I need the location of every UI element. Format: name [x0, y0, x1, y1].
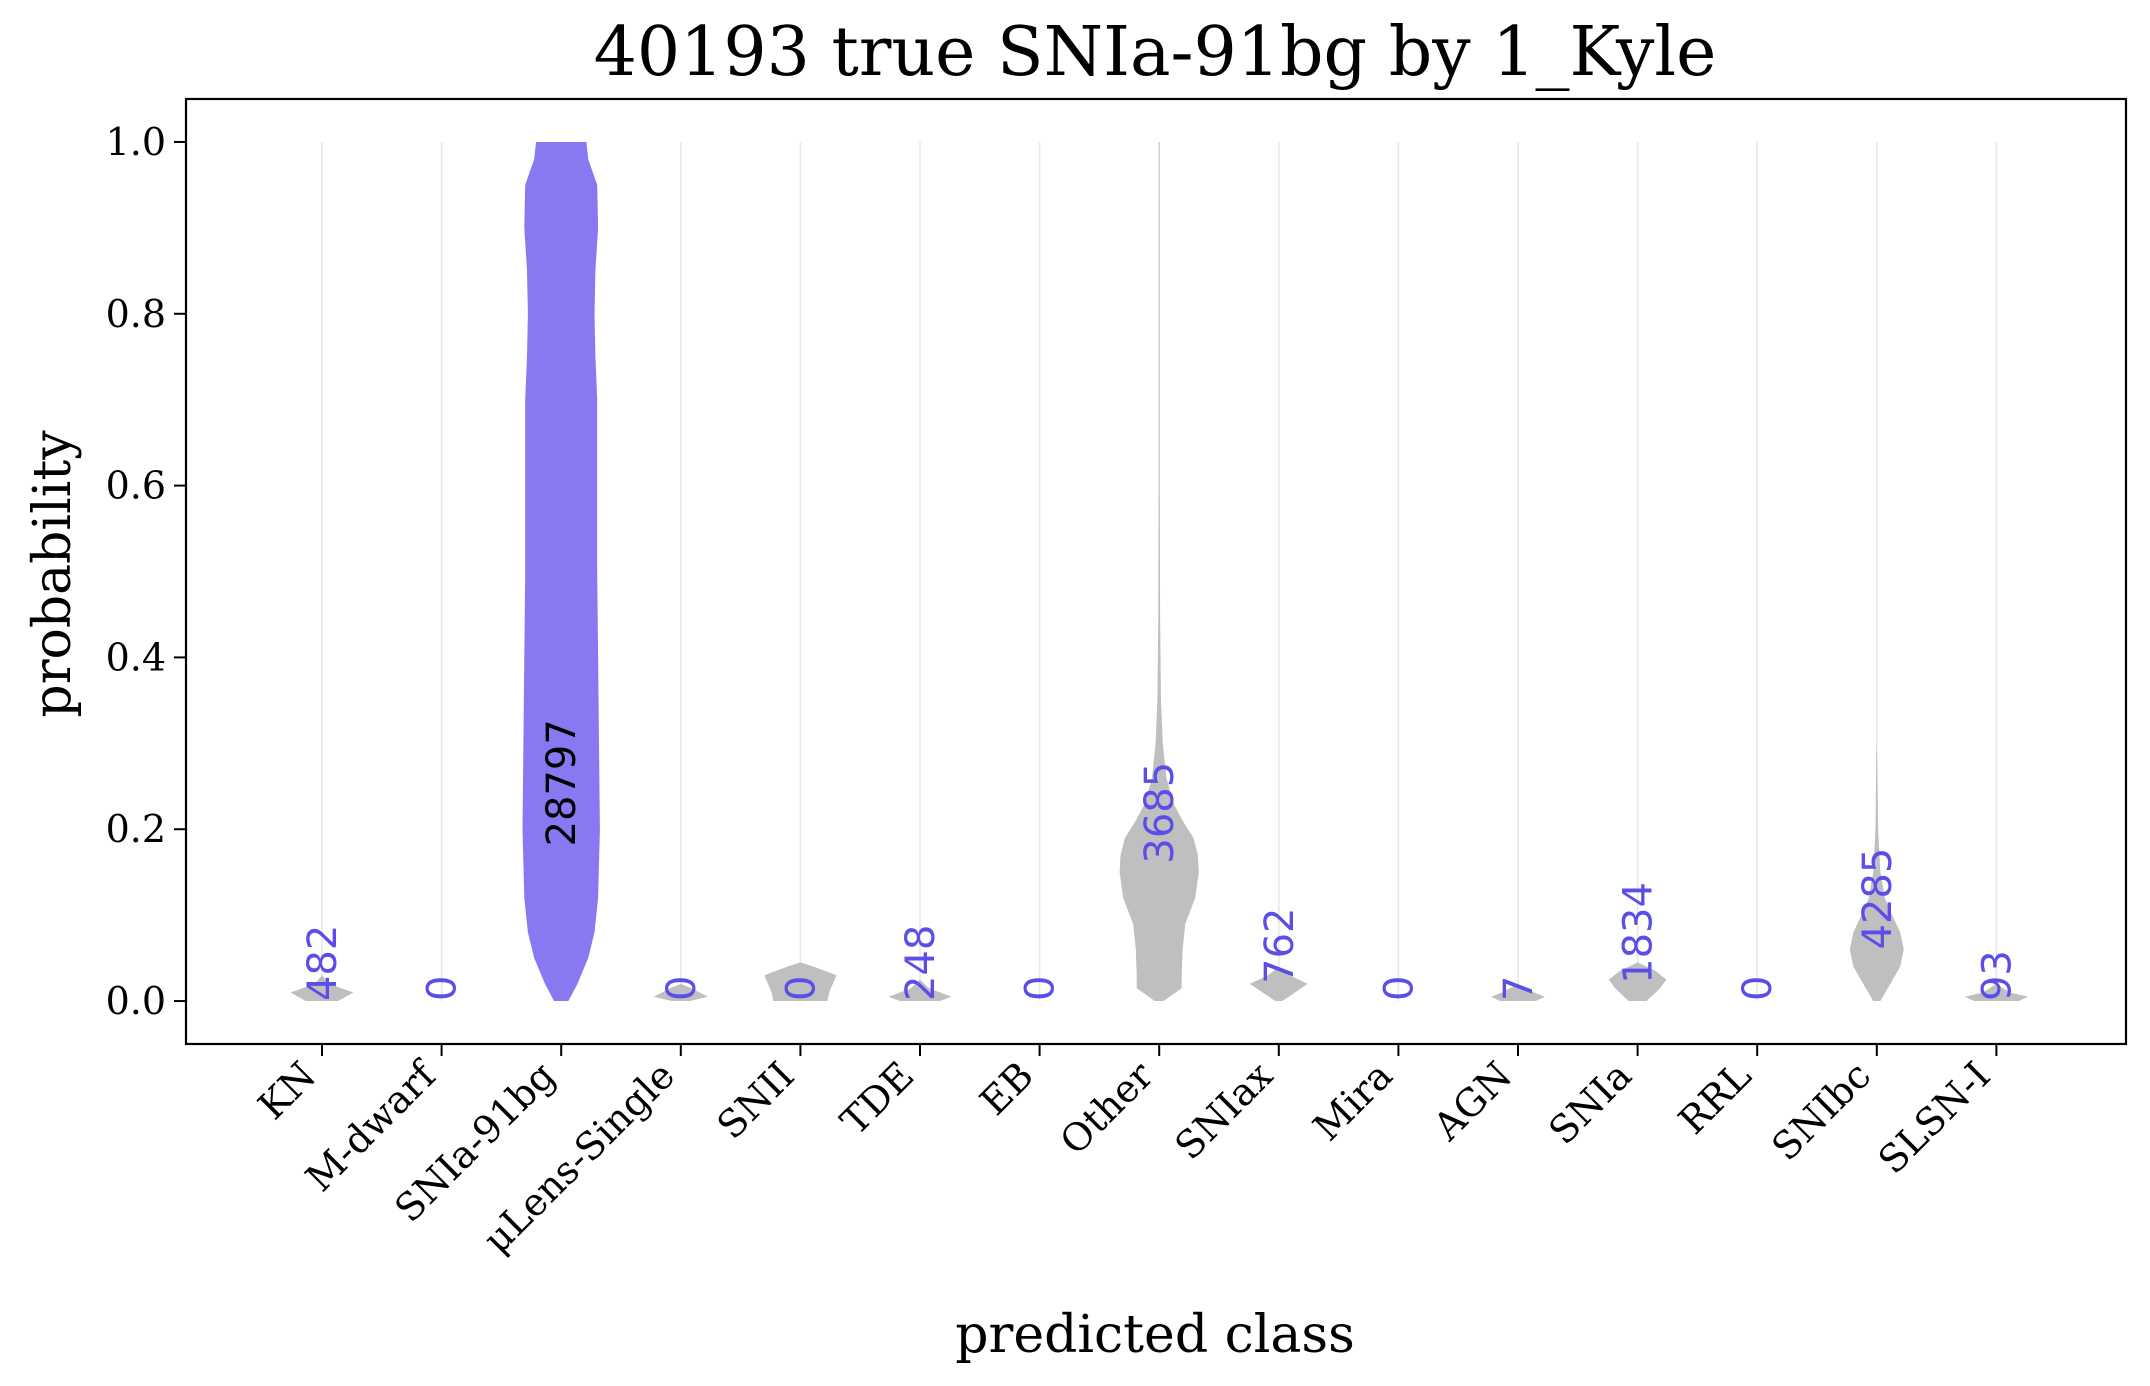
violin-SNII [764, 962, 837, 1001]
y-tick-label: 1.0 [106, 120, 166, 164]
plot-frame [184, 97, 2128, 1046]
chart-title: 40193 true SNIa-91bg by 1_Kyle [594, 13, 1717, 92]
x-tick-label: Mira [1305, 1053, 1401, 1149]
count-label: 482 [300, 925, 346, 1001]
count-label: 0 [659, 976, 705, 1001]
count-label: 3685 [1137, 762, 1183, 864]
count-label: 4285 [1855, 848, 1901, 950]
violin-μLens-Single [653, 983, 708, 1001]
count-label: 248 [898, 925, 944, 1001]
violin-SNIa [1608, 962, 1667, 1001]
count-label: 0 [1018, 976, 1064, 1001]
x-tick-label: SNIax [1166, 1053, 1281, 1168]
x-tick-label: Other [1052, 1053, 1163, 1164]
x-tick-label: SNII [708, 1053, 802, 1147]
y-axis: 0.0 0.2 0.4 0.6 0.8 1.0 [106, 120, 186, 1023]
violin-KN [290, 975, 354, 1001]
x-tick-label: SLSN-I [1870, 1053, 1999, 1182]
x-tick-label: TDE [832, 1053, 922, 1143]
x-tick-label: AGN [1424, 1053, 1520, 1149]
count-label: 762 [1257, 908, 1303, 984]
x-tick-label: SNIa [1540, 1053, 1640, 1153]
violin-AGN [1491, 983, 1545, 1001]
violin-SLSN-I [1964, 983, 2028, 1001]
violin-Other [1119, 142, 1199, 1001]
violin-SNIbc [1849, 743, 1904, 1001]
x-tick-label: EB [971, 1053, 1041, 1123]
violin-SNIa-91bg [522, 142, 600, 1001]
x-tick-label: KN [250, 1053, 325, 1128]
x-tick-label: SNIbc [1763, 1053, 1879, 1169]
count-label: 93 [1974, 950, 2020, 1001]
count-label: 1834 [1616, 882, 1662, 984]
y-tick-label: 0.6 [106, 464, 166, 508]
count-label: 0 [778, 976, 824, 1001]
violin-TDE [888, 979, 952, 1001]
count-label: 7 [1496, 976, 1542, 1001]
count-label: 28797 [539, 719, 585, 846]
y-axis-label: probability [23, 430, 83, 718]
y-tick-label: 0.8 [106, 292, 166, 336]
x-tick-label: RRL [1670, 1053, 1759, 1142]
y-tick-label: 0.0 [106, 979, 166, 1023]
y-tick-label: 0.2 [106, 807, 166, 851]
y-tick-label: 0.4 [106, 635, 166, 679]
violins [290, 142, 2028, 1001]
violin-SNIax [1250, 966, 1308, 1001]
count-label: 0 [420, 976, 466, 1001]
count-label: 0 [1376, 976, 1422, 1001]
count-label: 0 [1735, 976, 1781, 1001]
count-labels: 482 0 28797 0 0 248 0 3685 762 0 7 1834 0 4285 93 [300, 719, 2020, 1001]
x-axis-label: predicted class [955, 1305, 1355, 1365]
